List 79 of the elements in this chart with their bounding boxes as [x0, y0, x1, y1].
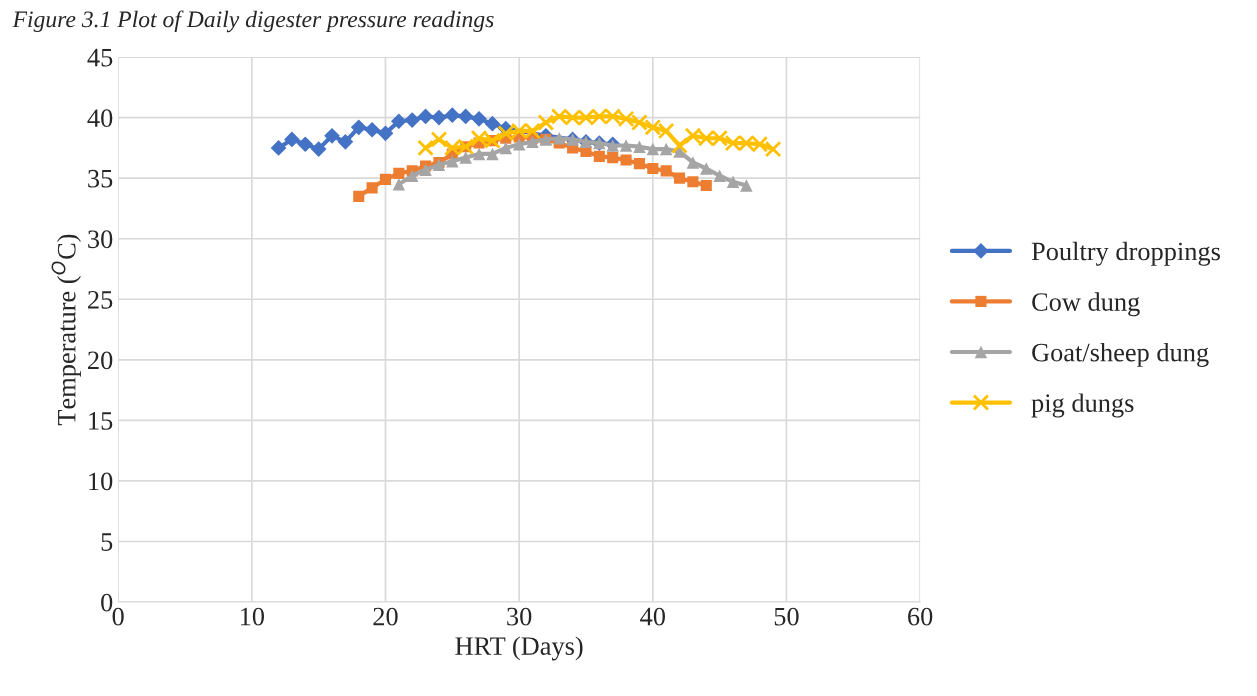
point	[459, 151, 472, 164]
legend-label: Cow dung	[1032, 292, 1140, 317]
y-tick-label: 25	[88, 290, 113, 309]
y-tick-label: 30	[88, 230, 113, 249]
legend-label: pig dungs	[1031, 393, 1134, 418]
y-tick-label: 10	[89, 472, 113, 491]
point	[671, 137, 688, 154]
point	[366, 182, 378, 194]
point	[633, 158, 645, 170]
point	[364, 121, 380, 138]
x-axis-title: HRT (Days)	[455, 636, 583, 661]
point	[377, 125, 394, 142]
y-tick-label: 40	[87, 109, 113, 128]
point	[687, 176, 699, 188]
point	[499, 141, 513, 155]
x-tick-label: 50	[774, 607, 799, 626]
point	[444, 107, 461, 124]
y-tick-label: 5	[101, 533, 113, 551]
point	[324, 127, 340, 144]
point	[552, 131, 566, 145]
x-tick-label: 40	[640, 607, 665, 626]
point	[393, 167, 405, 179]
point	[700, 179, 712, 191]
point	[607, 152, 619, 164]
y-tick-label: 35	[88, 169, 113, 188]
point	[486, 147, 499, 161]
point	[405, 169, 419, 182]
point	[646, 142, 660, 156]
point	[471, 110, 487, 127]
point	[430, 131, 448, 148]
point	[297, 136, 314, 153]
point	[713, 169, 726, 182]
point	[512, 138, 526, 151]
point	[457, 108, 474, 125]
legend-label: Poultry droppings	[1031, 241, 1220, 266]
point	[472, 147, 486, 161]
legend-label: Goat/sheep dung	[1032, 342, 1209, 367]
point	[419, 163, 432, 176]
point	[647, 162, 659, 175]
point	[633, 140, 646, 153]
point	[310, 141, 327, 157]
y-tick-label: 20	[88, 351, 113, 370]
x-tick-label: 10	[240, 607, 265, 626]
point	[660, 165, 672, 177]
point	[593, 150, 605, 162]
point	[686, 156, 700, 169]
point	[392, 177, 406, 191]
chart-title: Figure 3.1 Plot of Daily digester pressure readings	[12, 10, 494, 33]
x-tick-label: 30	[507, 607, 532, 626]
y-tick-label: 15	[89, 412, 113, 430]
point	[390, 113, 407, 130]
point	[350, 119, 367, 136]
point	[417, 108, 434, 125]
point	[673, 172, 686, 184]
point	[337, 133, 354, 150]
point	[726, 175, 740, 189]
point	[379, 173, 392, 185]
point	[446, 154, 459, 168]
point	[619, 139, 633, 152]
point	[740, 179, 753, 192]
point	[764, 140, 782, 158]
y-tick-label: 0	[101, 593, 113, 612]
point	[620, 154, 632, 166]
y-axis-title: Temperature ($^{O}$C)	[51, 234, 81, 426]
y-tick-label: 45	[87, 48, 113, 67]
point	[484, 115, 501, 132]
point	[537, 114, 555, 131]
point	[270, 140, 287, 156]
point	[417, 139, 434, 157]
point	[404, 112, 421, 128]
point	[431, 109, 447, 126]
x-tick-label: 20	[373, 607, 398, 626]
point	[432, 158, 446, 172]
point	[353, 190, 365, 202]
point	[659, 142, 673, 156]
point	[700, 162, 713, 175]
point	[284, 131, 300, 148]
x-tick-label: 60	[908, 607, 933, 626]
point	[526, 135, 539, 149]
